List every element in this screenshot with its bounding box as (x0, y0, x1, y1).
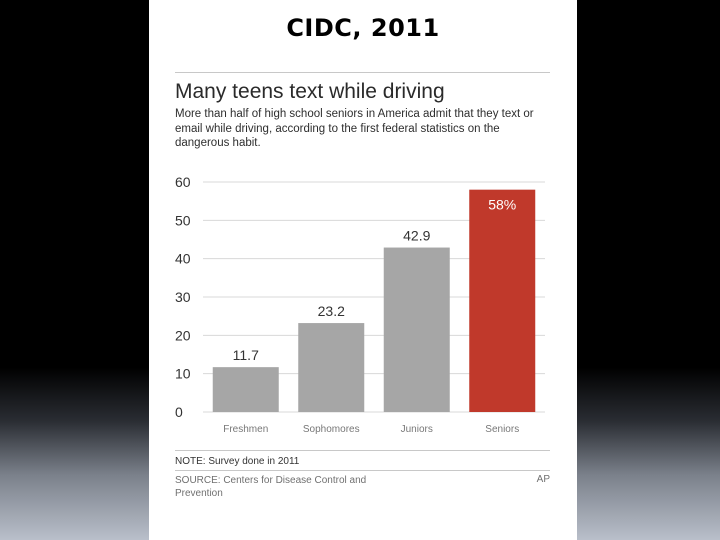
bar-juniors (383, 247, 450, 412)
x-tick-label: Sophomores (303, 424, 360, 435)
x-tick-label: Seniors (485, 424, 519, 435)
bar-chart: 0 10 20 30 40 50 60 11.7 23.2 42.9 58% Freshmen So… (175, 174, 545, 435)
chart-title: Many teens text while driving (175, 80, 445, 103)
slide-title: CIDC, 2011 (286, 14, 440, 42)
bar-freshmen (212, 367, 279, 412)
bar-sophomores (298, 323, 365, 412)
top-rule (175, 72, 550, 73)
y-axis-ticks: 0 10 20 30 40 50 60 (175, 174, 191, 420)
chart-card: Many teens text while driving More than … (175, 70, 550, 510)
chart-source: SOURCE: Centers for Disease Control and … (175, 475, 367, 499)
data-label: 42.9 (403, 228, 430, 244)
chart-credit: AP (536, 474, 550, 485)
y-tick-label: 10 (175, 366, 191, 382)
x-tick-label: Freshmen (223, 424, 268, 435)
data-label: 23.2 (318, 303, 345, 319)
y-tick-label: 40 (175, 251, 191, 267)
x-tick-label: Juniors (401, 424, 433, 435)
chart-subtitle: More than half of high school seniors in… (175, 108, 534, 149)
bars: 11.7 23.2 42.9 58% (212, 189, 536, 412)
y-tick-label: 60 (175, 174, 191, 190)
source-rule (175, 470, 550, 471)
chart-note: NOTE: Survey done in 2011 (175, 456, 300, 467)
data-label: 11.7 (233, 347, 259, 363)
y-tick-label: 50 (175, 212, 191, 228)
y-tick-label: 30 (175, 289, 191, 305)
bar-seniors (469, 189, 536, 412)
x-axis-ticks: Freshmen Sophomores Juniors Seniors (223, 424, 519, 435)
note-rule (175, 450, 550, 451)
data-label: 58% (488, 197, 516, 213)
y-tick-label: 0 (175, 404, 183, 420)
y-tick-label: 20 (175, 327, 191, 343)
